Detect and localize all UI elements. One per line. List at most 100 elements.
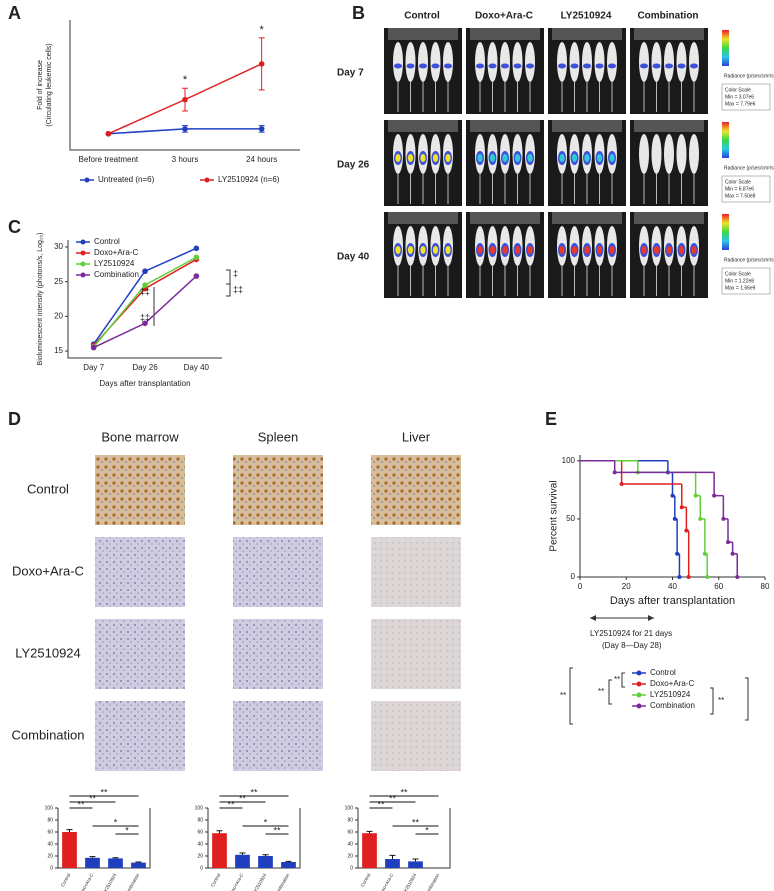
error-bar: [135, 861, 142, 863]
scale-box: [721, 83, 771, 111]
mouse: [405, 42, 416, 82]
scale-max: Max = 7.79e6: [725, 101, 756, 107]
bar: [408, 861, 423, 868]
annotation: *: [183, 74, 188, 86]
x-tick-label: 60: [714, 582, 723, 591]
scale-title: Color Scale: [725, 87, 751, 93]
signal: [489, 154, 496, 162]
signal: [445, 246, 451, 254]
signal: [678, 246, 685, 254]
scale-max: Max = 7.50e8: [725, 193, 756, 199]
row-label: Day 26: [337, 160, 370, 171]
signal: [431, 63, 440, 69]
signal: [395, 154, 401, 162]
ihc-image: [371, 701, 461, 771]
signal: [395, 246, 401, 254]
y-tick-label: 50: [566, 514, 575, 523]
y-tick-label: 100: [45, 805, 54, 811]
mouse: [607, 42, 617, 82]
mouse: [475, 42, 485, 82]
column-header: Liver: [402, 429, 431, 444]
bar: [108, 858, 123, 868]
signal: [691, 246, 697, 254]
signal: [652, 63, 661, 69]
event-marker: [612, 470, 617, 475]
signal: [477, 154, 483, 162]
signal: [432, 246, 439, 254]
data-point: [90, 344, 97, 351]
radiance-label: Radiance (p/sec/cm²/sr): [724, 165, 774, 171]
signal: [406, 63, 415, 69]
signal: [477, 246, 483, 254]
significance-label: **: [560, 691, 566, 700]
y-tick-label: 100: [195, 805, 204, 811]
row-label: Day 40: [337, 252, 370, 263]
event-marker: [712, 493, 717, 498]
y-axis-label: Fold of increase: [37, 60, 44, 110]
row-label: LY2510924: [15, 645, 81, 660]
annotation: **: [377, 799, 385, 809]
y-tick-label: 30: [54, 242, 63, 251]
x-tick-label: Day 40: [184, 363, 210, 372]
y-axis-label: Bioluminescent intensity (photons/s, Log…: [37, 233, 44, 366]
column-header: Bone marrow: [101, 429, 179, 444]
ihc-image: [233, 701, 323, 771]
image-holder: [470, 28, 540, 40]
event-marker: [730, 551, 735, 556]
y-tick-label: 20: [197, 853, 203, 859]
x-tick-label: 3 hours: [172, 155, 199, 164]
bar: [235, 854, 250, 868]
mouse: [418, 42, 428, 82]
x-tick-label: Control: [60, 873, 72, 888]
legend-label: LY2510924: [650, 690, 691, 699]
event-marker: [672, 516, 677, 521]
image-holder: [634, 212, 704, 224]
event-marker: [726, 540, 730, 545]
legend-marker: [636, 703, 642, 709]
annotation: **: [89, 793, 97, 803]
image-holder: [388, 212, 458, 224]
column-header: Spleen: [258, 429, 298, 444]
bar: [62, 832, 77, 868]
error-bar: [89, 856, 96, 858]
y-tick-label: 20: [347, 853, 353, 859]
x-tick-label: Day 26: [132, 363, 158, 372]
y-tick-label: 60: [347, 829, 353, 835]
legend-label: Untreated (n=6): [98, 175, 155, 184]
ihc-image: [371, 455, 461, 525]
legend-label: Control: [94, 237, 120, 246]
mouse: [689, 134, 699, 174]
ihc-image: [371, 537, 461, 607]
data-point: [258, 126, 265, 132]
signal: [488, 63, 497, 69]
legend-marker: [80, 272, 86, 278]
event-marker: [684, 528, 689, 533]
image-holder: [388, 120, 458, 132]
legend-label: Doxo+Ara-C: [94, 248, 138, 257]
mouse: [525, 42, 535, 82]
signal: [640, 63, 648, 69]
event-marker: [679, 505, 684, 510]
error-bar: [389, 854, 396, 859]
mouse: [500, 42, 510, 82]
mouse: [487, 42, 498, 82]
x-tick-label: Before treatment: [79, 155, 139, 164]
bracket: [226, 269, 231, 297]
y-tick-label: 25: [54, 277, 63, 286]
y-tick-label: 40: [47, 841, 53, 847]
error-bar: [239, 852, 246, 855]
annotation: *: [260, 24, 265, 36]
scale-min: Min = 3.07e6: [725, 94, 754, 100]
axis: [69, 20, 300, 151]
ihc-image: [233, 455, 323, 525]
bar: [281, 862, 296, 868]
y-tick-label: 40: [347, 841, 353, 847]
column-header: Control: [404, 11, 440, 22]
signal: [677, 63, 686, 69]
annotation: **: [412, 817, 420, 827]
x-tick-label: 40: [668, 582, 677, 591]
image-holder: [552, 28, 622, 40]
signal: [608, 63, 616, 69]
event-marker: [693, 493, 698, 498]
